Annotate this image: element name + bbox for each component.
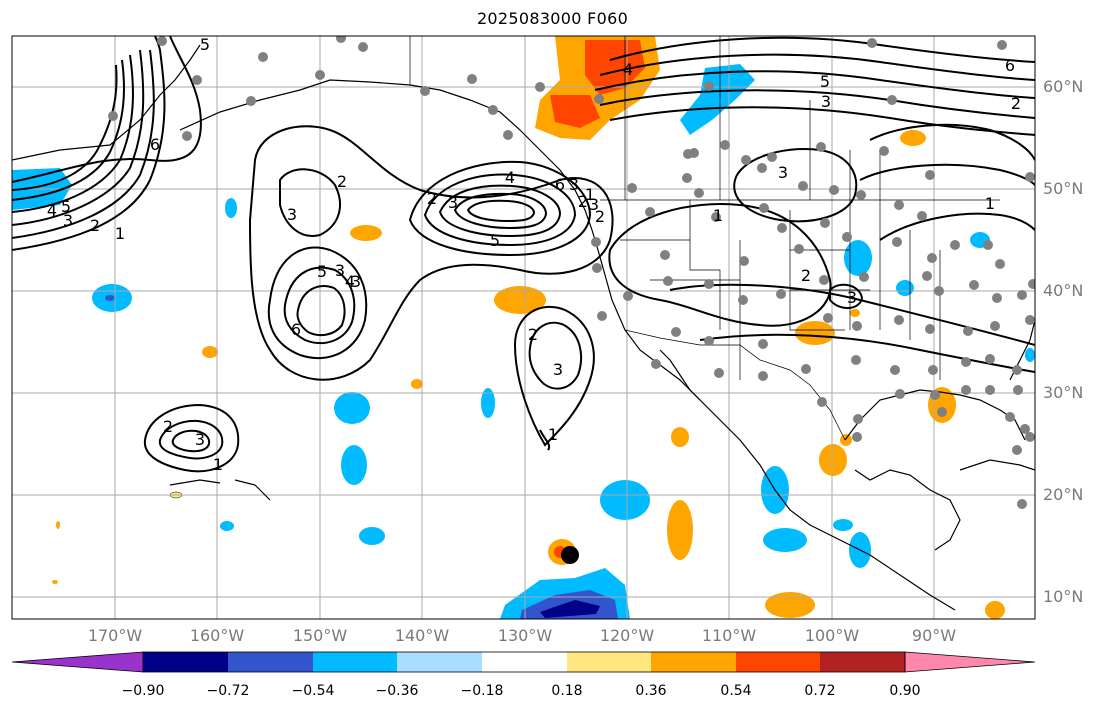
contour-label: 4 bbox=[505, 168, 515, 187]
contour-label: 6 bbox=[1005, 56, 1015, 75]
colorbar-tick-label: −0.90 bbox=[121, 683, 165, 699]
contour-label: 3 bbox=[553, 360, 563, 379]
colorbar-extend-low bbox=[11, 651, 144, 673]
colorbar-tick-label: 0.90 bbox=[889, 683, 921, 699]
contour-label: 3 bbox=[351, 272, 361, 291]
contour-label: 3 bbox=[63, 211, 73, 230]
contour-label: 1 bbox=[548, 425, 558, 444]
colorbar-tick-label: 0.36 bbox=[635, 683, 667, 699]
colorbar-segment bbox=[397, 652, 482, 672]
colorbar-tick-label: 0.72 bbox=[804, 683, 836, 699]
contour-label: 2 bbox=[90, 216, 100, 235]
contour-label: 5 bbox=[490, 231, 500, 250]
contour-label: 5 bbox=[317, 262, 327, 281]
lon-label: 100°W bbox=[804, 626, 860, 645]
contour-label: 5 bbox=[200, 35, 210, 54]
lon-label: 140°W bbox=[394, 626, 450, 645]
contour-label: 2 bbox=[595, 207, 605, 226]
contour-label: 1 bbox=[985, 194, 995, 213]
contour-label: 3 bbox=[589, 195, 599, 214]
colorbar-segment bbox=[567, 652, 651, 672]
contour-label-group: 5 3 2 1 4 5 6 3 2 3 4 5 6 2 3 2 3 3 4 5 … bbox=[47, 35, 1021, 474]
lon-label: 110°W bbox=[701, 626, 757, 645]
map-title: 2025083000 F060 bbox=[476, 9, 629, 28]
contour-label: 4 bbox=[623, 60, 633, 79]
coastlines bbox=[12, 44, 1035, 611]
storm-marker bbox=[561, 546, 579, 564]
lat-label: 60°N bbox=[1043, 77, 1084, 96]
contour-label: 3 bbox=[778, 163, 788, 182]
contour-label: 1 bbox=[115, 224, 125, 243]
contour-label: 1 bbox=[713, 206, 723, 225]
lat-label: 10°N bbox=[1043, 587, 1084, 606]
contour-label: 6 bbox=[150, 135, 160, 154]
lat-label: 30°N bbox=[1043, 383, 1084, 402]
contour-label: 6 bbox=[291, 320, 301, 339]
contour-label: 1 bbox=[213, 455, 223, 474]
colorbar-segment bbox=[651, 652, 736, 672]
contour-label: 2 bbox=[427, 189, 437, 208]
graticule bbox=[12, 36, 1035, 619]
contour-label: 2 bbox=[337, 172, 347, 191]
colorbar-tick-label: −0.36 bbox=[375, 683, 419, 699]
colorbar-tick-label: −0.54 bbox=[291, 683, 335, 699]
lon-label: 150°W bbox=[292, 626, 348, 645]
contour-label: 2 bbox=[1011, 94, 1021, 113]
contour-label: 3 bbox=[821, 92, 831, 111]
contour-label: 3 bbox=[448, 193, 458, 212]
contour-lines bbox=[12, 36, 1035, 473]
lon-label: 160°W bbox=[189, 626, 245, 645]
map-frame bbox=[11, 35, 1036, 620]
station-markers bbox=[108, 36, 1035, 509]
colorbar bbox=[11, 651, 1036, 673]
colorbar-tick-label: −0.72 bbox=[206, 683, 250, 699]
contour-label: 2 bbox=[528, 325, 538, 344]
contour-label: 3 bbox=[287, 205, 297, 224]
contour-label: 2 bbox=[163, 417, 173, 436]
contour-label: 5 bbox=[61, 197, 71, 216]
contour-label: 4 bbox=[47, 201, 57, 220]
contour-label: 2 bbox=[578, 192, 588, 211]
lat-label: 40°N bbox=[1043, 281, 1084, 300]
contour-label: 3 bbox=[335, 261, 345, 280]
colorbar-tick-label: 0.54 bbox=[720, 683, 752, 699]
contour-label: 6 bbox=[555, 175, 565, 194]
contour-label: 2 bbox=[801, 266, 811, 285]
colorbar-segment bbox=[313, 652, 397, 672]
lon-label: 130°W bbox=[497, 626, 553, 645]
lon-label: 170°W bbox=[87, 626, 143, 645]
contour-label: 4 bbox=[345, 272, 355, 291]
contour-label: 3 bbox=[569, 175, 579, 194]
lon-label: 120°W bbox=[599, 626, 655, 645]
contour-label: 5 bbox=[820, 72, 830, 91]
lat-label: 50°N bbox=[1043, 179, 1084, 198]
lat-label: 20°N bbox=[1043, 485, 1084, 504]
contour-label: 3 bbox=[847, 288, 857, 307]
colorbar-tick-label: 0.18 bbox=[551, 683, 583, 699]
colorbar-segment bbox=[736, 652, 820, 672]
contour-label: 1 bbox=[585, 185, 595, 204]
colorbar-segment bbox=[482, 652, 567, 672]
colorbar-extend-high bbox=[904, 651, 1036, 673]
colorbar-segment bbox=[143, 652, 228, 672]
lon-label: 90°W bbox=[911, 626, 957, 645]
colorbar-segment bbox=[228, 652, 313, 672]
colorbar-tick-label: −0.18 bbox=[460, 683, 504, 699]
colorbar-segment bbox=[820, 652, 905, 672]
contour-label: 3 bbox=[195, 430, 205, 449]
anomaly-shading bbox=[12, 36, 1035, 619]
